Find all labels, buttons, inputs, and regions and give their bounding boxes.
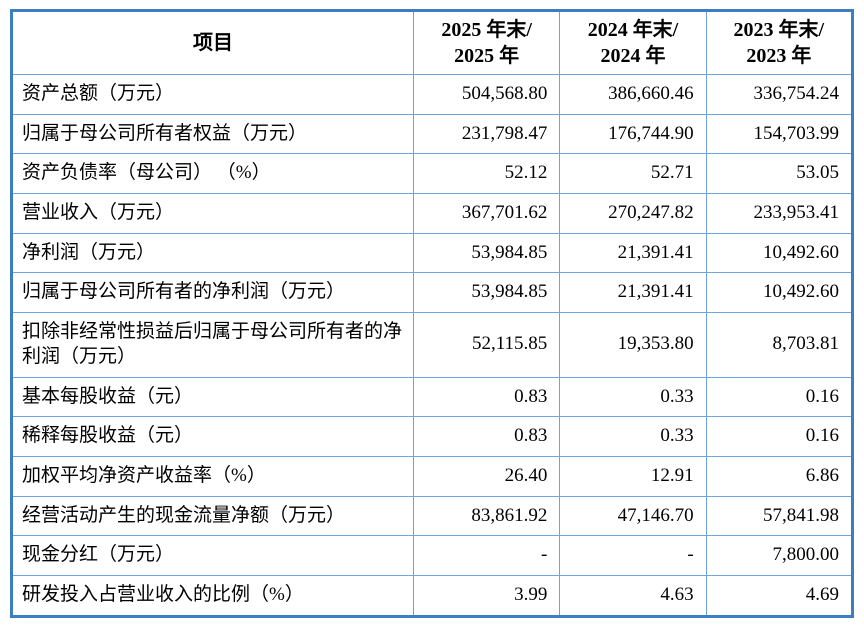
value-2023: 4.69 [705, 574, 854, 617]
table-row-rd-ratio: 研发投入占营业收入的比例（%） 3.99 4.63 4.69 [11, 574, 854, 617]
value-2025: 0.83 [412, 416, 561, 457]
value-2023: 57,841.98 [705, 495, 854, 537]
value-2025: 0.83 [412, 376, 561, 418]
value-2023: 233,953.41 [705, 193, 854, 234]
value-2023: 0.16 [705, 416, 854, 457]
value-2024: 4.63 [559, 574, 707, 617]
row-label: 营业收入（万元） [11, 193, 414, 234]
table-row-parent-net-profit: 归属于母公司所有者的净利润（万元） 53,984.85 21,391.41 10… [11, 272, 854, 314]
value-2024: - [559, 535, 707, 576]
value-2023: 10,492.60 [705, 272, 854, 314]
row-label: 研发投入占营业收入的比例（%） [11, 574, 414, 617]
row-label: 资产负债率（母公司） （%） [11, 153, 414, 195]
value-2025: 26.40 [412, 455, 561, 497]
row-label: 归属于母公司所有者的净利润（万元） [11, 272, 414, 314]
value-2023: 0.16 [705, 376, 854, 418]
header-item: 项目 [11, 10, 414, 75]
value-2023: 10,492.60 [705, 232, 854, 274]
value-2024: 386,660.46 [559, 74, 707, 115]
table-row-deducted-net-profit: 扣除非经常性损益后归属于母公司所有者的净利润（万元） 52,115.85 19,… [11, 312, 854, 378]
header-2024: 2024 年末/ 2024 年 [559, 10, 707, 75]
value-2024: 0.33 [559, 376, 707, 418]
table-row-parent-equity: 归属于母公司所有者权益（万元） 231,798.47 176,744.90 15… [11, 113, 854, 155]
header-2023: 2023 年末/ 2023 年 [705, 10, 854, 75]
value-2024: 12.91 [559, 455, 707, 497]
value-2024: 176,744.90 [559, 113, 707, 155]
value-2025: 52.12 [412, 153, 561, 195]
row-label: 现金分红（万元） [11, 535, 414, 576]
table-row-cash-dividend: 现金分红（万元） - - 7,800.00 [11, 535, 854, 576]
value-2025: 367,701.62 [412, 193, 561, 234]
row-label: 经营活动产生的现金流量净额（万元） [11, 495, 414, 537]
table-row-weighted-roe: 加权平均净资产收益率（%） 26.40 12.91 6.86 [11, 455, 854, 497]
row-label: 扣除非经常性损益后归属于母公司所有者的净利润（万元） [11, 312, 414, 378]
value-2025: 231,798.47 [412, 113, 561, 155]
row-label: 基本每股收益（元） [11, 376, 414, 418]
value-2023: 7,800.00 [705, 535, 854, 576]
table-row-total-assets: 资产总额（万元） 504,568.80 386,660.46 336,754.2… [11, 74, 854, 115]
value-2025: 3.99 [412, 574, 561, 617]
table-row-debt-ratio: 资产负债率（母公司） （%） 52.12 52.71 53.05 [11, 153, 854, 195]
row-label: 净利润（万元） [11, 232, 414, 274]
value-2023: 6.86 [705, 455, 854, 497]
value-2025: 504,568.80 [412, 74, 561, 115]
row-label: 稀释每股收益（元） [11, 416, 414, 457]
table-row-operating-cash-flow: 经营活动产生的现金流量净额（万元） 83,861.92 47,146.70 57… [11, 495, 854, 537]
value-2023: 154,703.99 [705, 113, 854, 155]
value-2024: 21,391.41 [559, 272, 707, 314]
value-2025: 52,115.85 [412, 312, 561, 378]
value-2023: 53.05 [705, 153, 854, 195]
value-2023: 8,703.81 [705, 312, 854, 378]
row-label: 加权平均净资产收益率（%） [11, 455, 414, 497]
header-2025: 2025 年末/ 2025 年 [412, 10, 561, 75]
value-2025: 53,984.85 [412, 272, 561, 314]
financial-summary-table: 项目 2025 年末/ 2025 年 2024 年末/ 2024 年 2023 … [10, 9, 854, 618]
value-2024: 52.71 [559, 153, 707, 195]
table-row-net-profit: 净利润（万元） 53,984.85 21,391.41 10,492.60 [11, 232, 854, 274]
value-2025: 53,984.85 [412, 232, 561, 274]
table-row-revenue: 营业收入（万元） 367,701.62 270,247.82 233,953.4… [11, 193, 854, 234]
value-2024: 19,353.80 [559, 312, 707, 378]
table-header-row: 项目 2025 年末/ 2025 年 2024 年末/ 2024 年 2023 … [11, 10, 854, 75]
table-row-diluted-eps: 稀释每股收益（元） 0.83 0.33 0.16 [11, 416, 854, 457]
row-label: 资产总额（万元） [11, 74, 414, 115]
value-2024: 47,146.70 [559, 495, 707, 537]
value-2024: 270,247.82 [559, 193, 707, 234]
value-2025: 83,861.92 [412, 495, 561, 537]
table-row-basic-eps: 基本每股收益（元） 0.83 0.33 0.16 [11, 376, 854, 418]
value-2024: 21,391.41 [559, 232, 707, 274]
row-label: 归属于母公司所有者权益（万元） [11, 113, 414, 155]
value-2025: - [412, 535, 561, 576]
value-2023: 336,754.24 [705, 74, 854, 115]
value-2024: 0.33 [559, 416, 707, 457]
